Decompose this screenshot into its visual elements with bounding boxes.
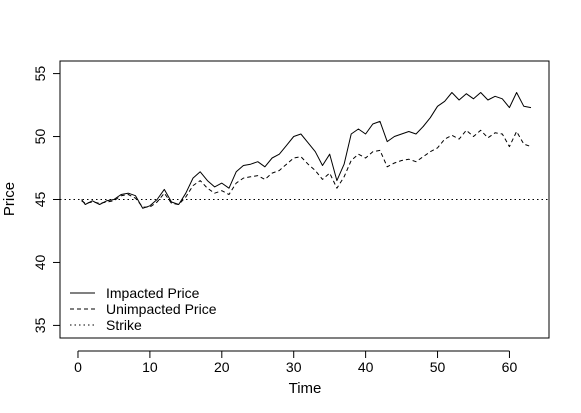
x-tick-label: 40 xyxy=(358,359,374,375)
series-line-impacted-price xyxy=(81,92,532,209)
x-tick-label: 50 xyxy=(430,359,446,375)
x-tick-label: 30 xyxy=(286,359,302,375)
series-layer xyxy=(60,92,549,209)
y-axis-label: Price xyxy=(1,182,18,216)
x-tick-label: 0 xyxy=(74,359,82,375)
series-line-unimpacted-price xyxy=(81,129,532,208)
legend-label: Impacted Price xyxy=(106,285,200,301)
y-tick-label: 45 xyxy=(32,192,48,208)
y-tick-label: 40 xyxy=(32,254,48,270)
legend-label: Strike xyxy=(106,317,142,333)
x-axis-label: Time xyxy=(289,380,322,397)
y-axis: 35 40 45 50 55 xyxy=(32,66,60,333)
x-tick-label: 20 xyxy=(214,359,230,375)
y-tick-label: 50 xyxy=(32,129,48,145)
x-tick-label: 60 xyxy=(502,359,518,375)
legend-label: Unimpacted Price xyxy=(106,301,217,317)
x-tick-label: 10 xyxy=(142,359,158,375)
y-tick-label: 55 xyxy=(32,66,48,82)
y-tick-label: 35 xyxy=(32,317,48,333)
x-axis: 0 10 20 30 40 50 60 xyxy=(74,350,518,375)
